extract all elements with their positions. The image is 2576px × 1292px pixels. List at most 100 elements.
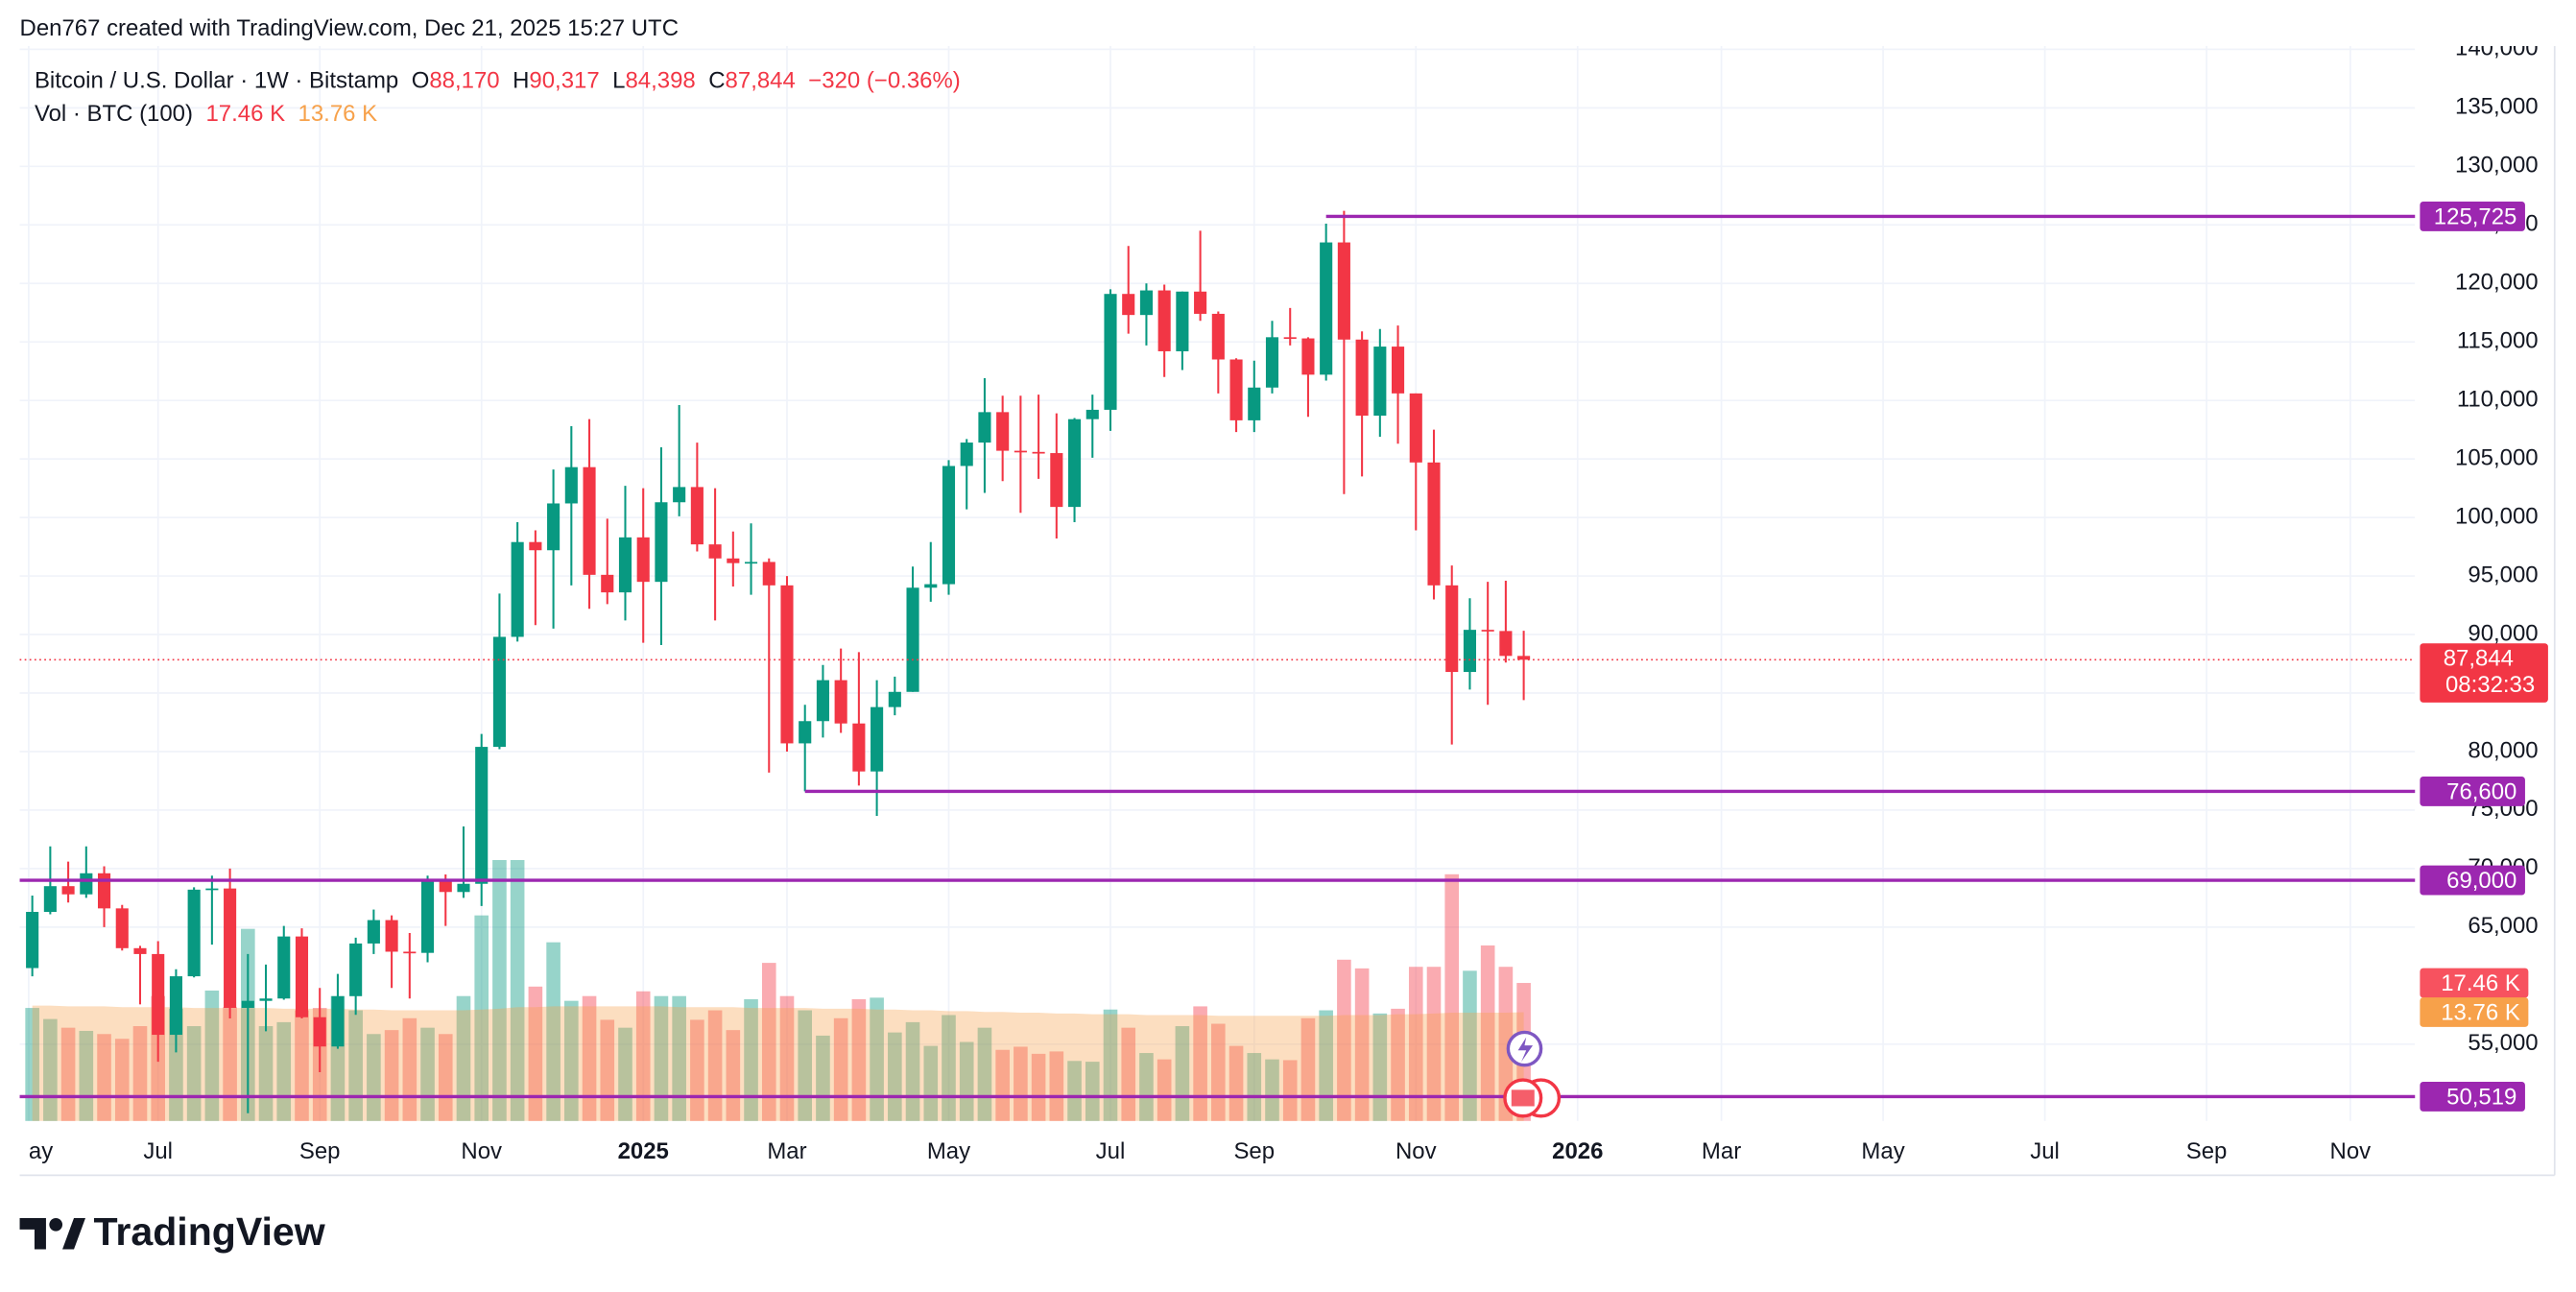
candle-body [205, 888, 219, 891]
level-badge [2420, 865, 2525, 896]
volume-bar [798, 1010, 813, 1121]
candle-body [403, 951, 417, 954]
x-tick-label: Jul [2030, 1138, 2060, 1164]
candle-body [385, 920, 398, 952]
candle-body [1355, 339, 1369, 417]
volume-bar [888, 1032, 902, 1121]
candle-body [1301, 338, 1315, 375]
y-tick-label: 80,000 [2468, 737, 2538, 763]
volume-bar [79, 1030, 94, 1121]
candle-body [1104, 294, 1117, 410]
volume-bar [1228, 1045, 1244, 1121]
volume-bar [438, 1034, 453, 1121]
volume-bar [528, 986, 543, 1121]
time-axis: ay Jul Sep Nov 2025 Mar May Jul Sep Nov 2026 Mar May… [29, 1138, 2371, 1164]
candle-body [655, 502, 668, 583]
volume-bar [761, 963, 776, 1121]
candle-body [888, 691, 901, 707]
candle-body [492, 636, 506, 748]
volume-bar [923, 1045, 939, 1121]
legend-line: Bitcoin / U.S. Dollar · 1W · Bitstamp O8… [35, 68, 961, 94]
x-tick-label: Nov [2330, 1138, 2372, 1164]
candle-body [115, 908, 129, 948]
level-badge [2420, 1082, 2525, 1112]
candle-body [1427, 462, 1441, 586]
candle-body [1122, 294, 1135, 316]
x-tick-label: Sep [1233, 1138, 1275, 1164]
candle-body [816, 680, 829, 722]
y-tick-label: 100,000 [2455, 503, 2539, 529]
volume-bar [779, 995, 795, 1121]
volume-bar [995, 1049, 1010, 1121]
volume-bar [204, 990, 220, 1121]
logo-mark [49, 1217, 63, 1232]
candle-body [1392, 347, 1405, 394]
volume-bar [1103, 1009, 1118, 1121]
candle-body [169, 976, 182, 1036]
volume-bar [1319, 1010, 1333, 1121]
candle-body [708, 544, 722, 559]
candle-body [1085, 409, 1099, 419]
candle-body [583, 467, 596, 575]
volume-bar [1444, 873, 1460, 1121]
volume-bar [1408, 967, 1423, 1121]
candle-body [26, 912, 39, 969]
legend-value: 84,398 [626, 68, 696, 94]
volume-legend: Vol · BTC (100) 17.46 K 13.76 K [35, 101, 377, 127]
volume-bar [114, 1039, 130, 1121]
volume-bar [1247, 1053, 1262, 1121]
legend-key: H [513, 68, 529, 94]
volume-bar [1463, 970, 1477, 1121]
last-price-badge [2420, 643, 2548, 703]
x-tick-label: Nov [461, 1138, 502, 1164]
volume-badge-label: 17.46 K [2441, 970, 2520, 996]
candle-body [942, 466, 956, 585]
candle-body [1050, 453, 1063, 508]
volume-bar [1372, 1013, 1388, 1121]
candle-body [1265, 337, 1279, 388]
y-tick-label: 55,000 [2468, 1030, 2538, 1056]
volume-bar [707, 1010, 723, 1121]
y-tick-label: 130,000 [2455, 153, 2539, 179]
volume-bar [851, 999, 867, 1121]
volume-bar [726, 1030, 741, 1121]
candle-body [1229, 359, 1243, 420]
candle-body [1499, 631, 1513, 657]
candle-body [1320, 242, 1333, 375]
legend-key: O [412, 68, 430, 94]
volume-bar [25, 1008, 39, 1121]
legend-key: C [708, 68, 725, 94]
level-badge [2420, 202, 2525, 231]
candle-body [1463, 630, 1476, 673]
x-tick-label: Jul [1096, 1138, 1126, 1164]
volume-bar [474, 915, 489, 1121]
candle-body [475, 747, 489, 884]
volume-bar [1426, 967, 1442, 1121]
candle-body [547, 503, 561, 551]
candle-body [152, 953, 165, 1036]
volume-ma-badge [2420, 997, 2529, 1027]
candle-body [439, 880, 452, 893]
volume-bar [1498, 967, 1514, 1121]
legend-key: L [612, 68, 625, 94]
candle-body [241, 1000, 254, 1008]
candle-body [1248, 387, 1261, 420]
candle-body [1211, 313, 1225, 360]
volume-bar [1337, 959, 1351, 1121]
credit: Den767 created with TradingView.com, Dec… [20, 15, 679, 41]
volume-ma-value: 13.76 K [298, 101, 378, 127]
icon [1517, 1037, 1534, 1063]
y-tick-label: 105,000 [2455, 444, 2539, 470]
y-tick-label: 135,000 [2455, 94, 2539, 120]
volume-bar [1014, 1046, 1028, 1121]
candle-body [834, 680, 847, 724]
candle-body [924, 584, 938, 588]
candle-body [906, 587, 919, 692]
x-tick-label: Nov [1395, 1138, 1437, 1164]
volume-bar [1049, 1051, 1064, 1121]
candle-body [1283, 337, 1297, 340]
candles [26, 210, 1531, 1113]
candle-body [367, 920, 380, 944]
volume-bar [582, 995, 597, 1121]
